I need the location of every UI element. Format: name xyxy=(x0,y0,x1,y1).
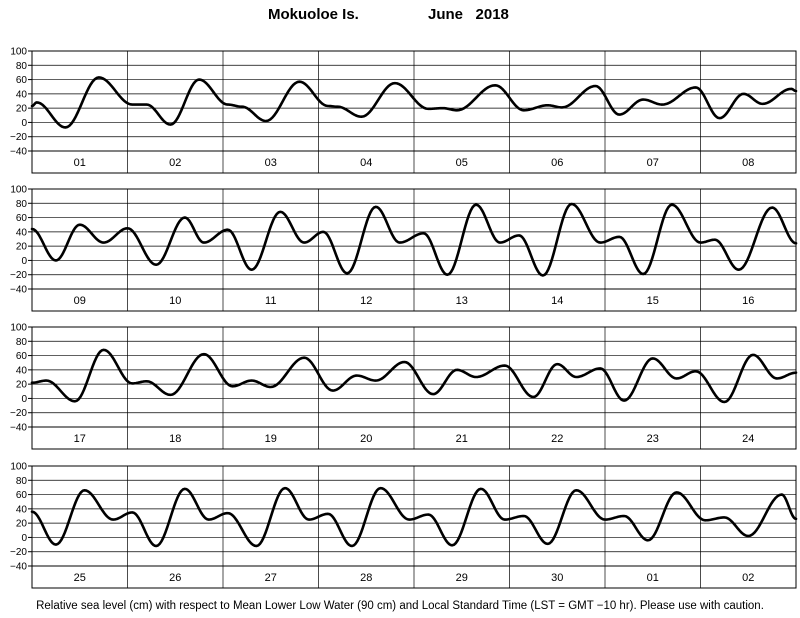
day-label: 12 xyxy=(360,295,372,307)
chart-title-location: Mokuoloe Is. xyxy=(268,6,359,23)
footnote: Relative sea level (cm) with respect to … xyxy=(36,600,764,612)
day-label: 26 xyxy=(169,572,181,584)
y-tick-label: 60 xyxy=(16,351,28,362)
panel-frame xyxy=(31,465,797,589)
day-label: 07 xyxy=(647,157,659,169)
y-tick-label: 0 xyxy=(21,256,27,267)
day-label: 11 xyxy=(265,295,276,307)
panel-frame xyxy=(31,50,797,174)
day-label: 28 xyxy=(360,572,372,584)
day-label: 15 xyxy=(647,295,659,307)
y-tick-label: 20 xyxy=(16,242,28,253)
day-label: 01 xyxy=(647,572,659,584)
y-tick-label: 0 xyxy=(21,394,27,405)
y-tick-label: −40 xyxy=(10,285,27,296)
day-label: 19 xyxy=(265,433,277,445)
y-tick-label: 80 xyxy=(16,61,28,72)
chart-title-month: June xyxy=(428,6,464,23)
y-tick-label: −20 xyxy=(10,547,27,558)
panel-frame xyxy=(31,188,797,312)
tide-curve xyxy=(30,76,798,129)
y-tick-label: 60 xyxy=(16,490,28,501)
day-label: 02 xyxy=(742,572,754,584)
y-tick-label: 80 xyxy=(16,199,28,210)
y-tick-label: 20 xyxy=(16,519,28,530)
y-tick-label: 40 xyxy=(16,227,28,238)
y-tick-label: 60 xyxy=(16,213,28,224)
day-label: 27 xyxy=(265,572,277,584)
day-label: 02 xyxy=(169,157,181,169)
day-label: 20 xyxy=(360,433,372,445)
y-tick-label: 20 xyxy=(16,380,28,391)
y-tick-label: 100 xyxy=(10,47,27,58)
day-label: 06 xyxy=(551,157,563,169)
tide-curve xyxy=(30,486,798,548)
y-tick-label: −20 xyxy=(10,270,27,281)
chart-title-year: 2018 xyxy=(475,6,509,23)
y-tick-label: 40 xyxy=(16,365,28,376)
y-tick-label: −20 xyxy=(10,408,27,419)
y-tick-label: −40 xyxy=(10,423,27,434)
y-tick-label: −40 xyxy=(10,562,27,573)
y-tick-label: 0 xyxy=(21,118,27,129)
tide-curve xyxy=(30,348,798,404)
day-label: 17 xyxy=(74,433,86,445)
day-label: 03 xyxy=(265,157,277,169)
y-tick-label: 80 xyxy=(16,476,28,487)
day-label: 08 xyxy=(742,157,754,169)
day-label: 25 xyxy=(74,572,86,584)
day-label: 29 xyxy=(456,572,468,584)
day-label: 10 xyxy=(169,295,181,307)
day-label: 24 xyxy=(742,433,754,445)
day-label: 14 xyxy=(551,295,563,307)
day-label: 22 xyxy=(551,433,563,445)
y-tick-label: 100 xyxy=(10,323,27,334)
day-label: 21 xyxy=(456,433,468,445)
day-label: 13 xyxy=(456,295,468,307)
y-tick-label: −40 xyxy=(10,147,27,158)
y-tick-label: −20 xyxy=(10,132,27,143)
panel-frame xyxy=(31,326,797,450)
y-tick-label: 20 xyxy=(16,104,28,115)
day-label: 18 xyxy=(169,433,181,445)
y-tick-label: 60 xyxy=(16,75,28,86)
tide-curve xyxy=(30,202,798,277)
day-label: 04 xyxy=(360,157,372,169)
day-label: 30 xyxy=(551,572,563,584)
y-tick-label: 80 xyxy=(16,337,28,348)
day-label: 01 xyxy=(74,157,86,169)
y-tick-label: 40 xyxy=(16,504,28,515)
y-tick-label: 100 xyxy=(10,462,27,473)
y-tick-label: 100 xyxy=(10,185,27,196)
chart-title-month-year: June 2018 xyxy=(428,6,509,23)
day-label: 09 xyxy=(74,295,86,307)
y-tick-label: 40 xyxy=(16,89,28,100)
y-tick-label: 0 xyxy=(21,533,27,544)
day-label: 23 xyxy=(647,433,659,445)
day-label: 16 xyxy=(742,295,754,307)
day-label: 05 xyxy=(456,157,468,169)
